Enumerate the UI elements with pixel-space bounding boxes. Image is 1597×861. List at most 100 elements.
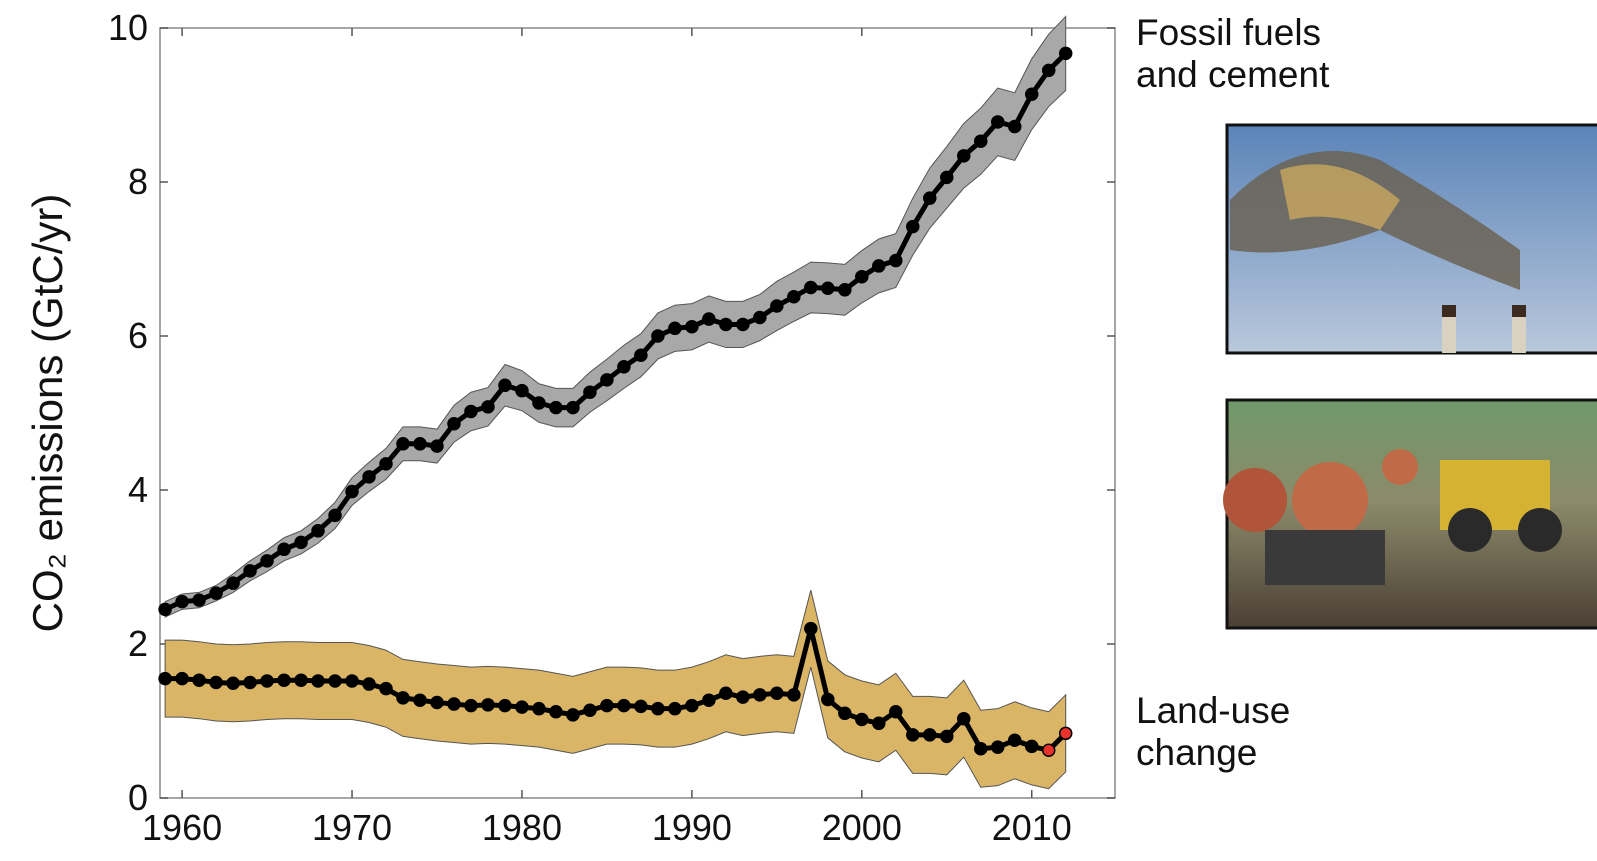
data-point <box>499 379 511 391</box>
y-axis-label: CO₂ emissions (GtC/yr) <box>24 194 71 633</box>
data-point <box>329 509 341 521</box>
y-tick-label: 6 <box>128 315 148 356</box>
data-point <box>210 587 222 599</box>
y-tick-label: 10 <box>108 7 148 48</box>
data-point <box>482 401 494 413</box>
data-point <box>176 596 188 608</box>
y-tick-label: 2 <box>128 623 148 664</box>
data-point <box>873 260 885 272</box>
data-point <box>737 691 749 703</box>
data-point <box>788 291 800 303</box>
data-point <box>346 486 358 498</box>
data-point <box>584 386 596 398</box>
data-point <box>839 284 851 296</box>
data-point <box>941 171 953 183</box>
data-point <box>159 673 171 685</box>
y-tick-label: 4 <box>128 469 148 510</box>
data-point <box>567 709 579 721</box>
data-point <box>499 700 511 712</box>
data-point <box>839 707 851 719</box>
data-point <box>516 701 528 713</box>
data-point <box>516 385 528 397</box>
data-point <box>703 313 715 325</box>
page: CO₂ emissions (GtC/yr)024681019601970198… <box>0 0 1597 861</box>
data-point <box>992 741 1004 753</box>
data-point <box>924 192 936 204</box>
data-point <box>1026 88 1038 100</box>
data-point <box>176 673 188 685</box>
data-point <box>261 675 273 687</box>
data-point <box>533 397 545 409</box>
data-point <box>584 704 596 716</box>
data-point <box>737 318 749 330</box>
data-point <box>788 689 800 701</box>
data-point <box>414 694 426 706</box>
data-point <box>431 440 443 452</box>
y-tick-label: 8 <box>128 161 148 202</box>
data-point <box>550 402 562 414</box>
data-point <box>550 706 562 718</box>
data-point <box>295 674 307 686</box>
series-label: Fossil fuels and cement <box>1136 12 1366 96</box>
data-point <box>363 471 375 483</box>
x-tick-label: 1980 <box>482 807 562 848</box>
data-point <box>975 135 987 147</box>
data-point <box>380 683 392 695</box>
data-point <box>924 729 936 741</box>
data-point <box>907 221 919 233</box>
data-point <box>380 458 392 470</box>
data-point <box>363 678 375 690</box>
data-point <box>856 713 868 725</box>
data-point <box>601 374 613 386</box>
data-point <box>822 282 834 294</box>
data-point <box>431 697 443 709</box>
data-point <box>1009 734 1021 746</box>
data-point <box>618 700 630 712</box>
data-point <box>1026 740 1038 752</box>
data-point <box>754 689 766 701</box>
data-point <box>669 703 681 715</box>
data-point <box>244 565 256 577</box>
data-point <box>618 361 630 373</box>
data-point <box>856 271 868 283</box>
data-point <box>159 603 171 615</box>
data-point <box>652 703 664 715</box>
data-point <box>941 730 953 742</box>
data-point <box>686 700 698 712</box>
data-point <box>958 150 970 162</box>
data-point <box>210 677 222 689</box>
data-point <box>873 717 885 729</box>
data-point <box>720 318 732 330</box>
data-point <box>295 536 307 548</box>
data-point <box>805 623 817 635</box>
x-tick-label: 2000 <box>822 807 902 848</box>
data-point <box>992 116 1004 128</box>
x-tick-label: 1970 <box>312 807 392 848</box>
data-point <box>567 402 579 414</box>
uncertainty-band <box>165 16 1066 617</box>
data-point <box>261 555 273 567</box>
data-point <box>703 694 715 706</box>
data-point <box>1060 727 1072 739</box>
data-point <box>278 543 290 555</box>
x-tick-label: 2010 <box>992 807 1072 848</box>
data-point <box>1060 47 1072 59</box>
data-point <box>771 300 783 312</box>
data-point <box>448 698 460 710</box>
data-point <box>754 312 766 324</box>
data-point <box>652 330 664 342</box>
data-point <box>346 675 358 687</box>
data-point <box>227 677 239 689</box>
data-point <box>278 674 290 686</box>
data-point <box>771 687 783 699</box>
data-point <box>907 729 919 741</box>
photo-smokestacks <box>1227 125 1597 353</box>
data-point <box>1009 121 1021 133</box>
photo-logging <box>1223 400 1597 628</box>
data-point <box>193 594 205 606</box>
data-point <box>975 743 987 755</box>
data-point <box>482 699 494 711</box>
data-point <box>397 438 409 450</box>
data-point <box>329 675 341 687</box>
data-point <box>448 418 460 430</box>
